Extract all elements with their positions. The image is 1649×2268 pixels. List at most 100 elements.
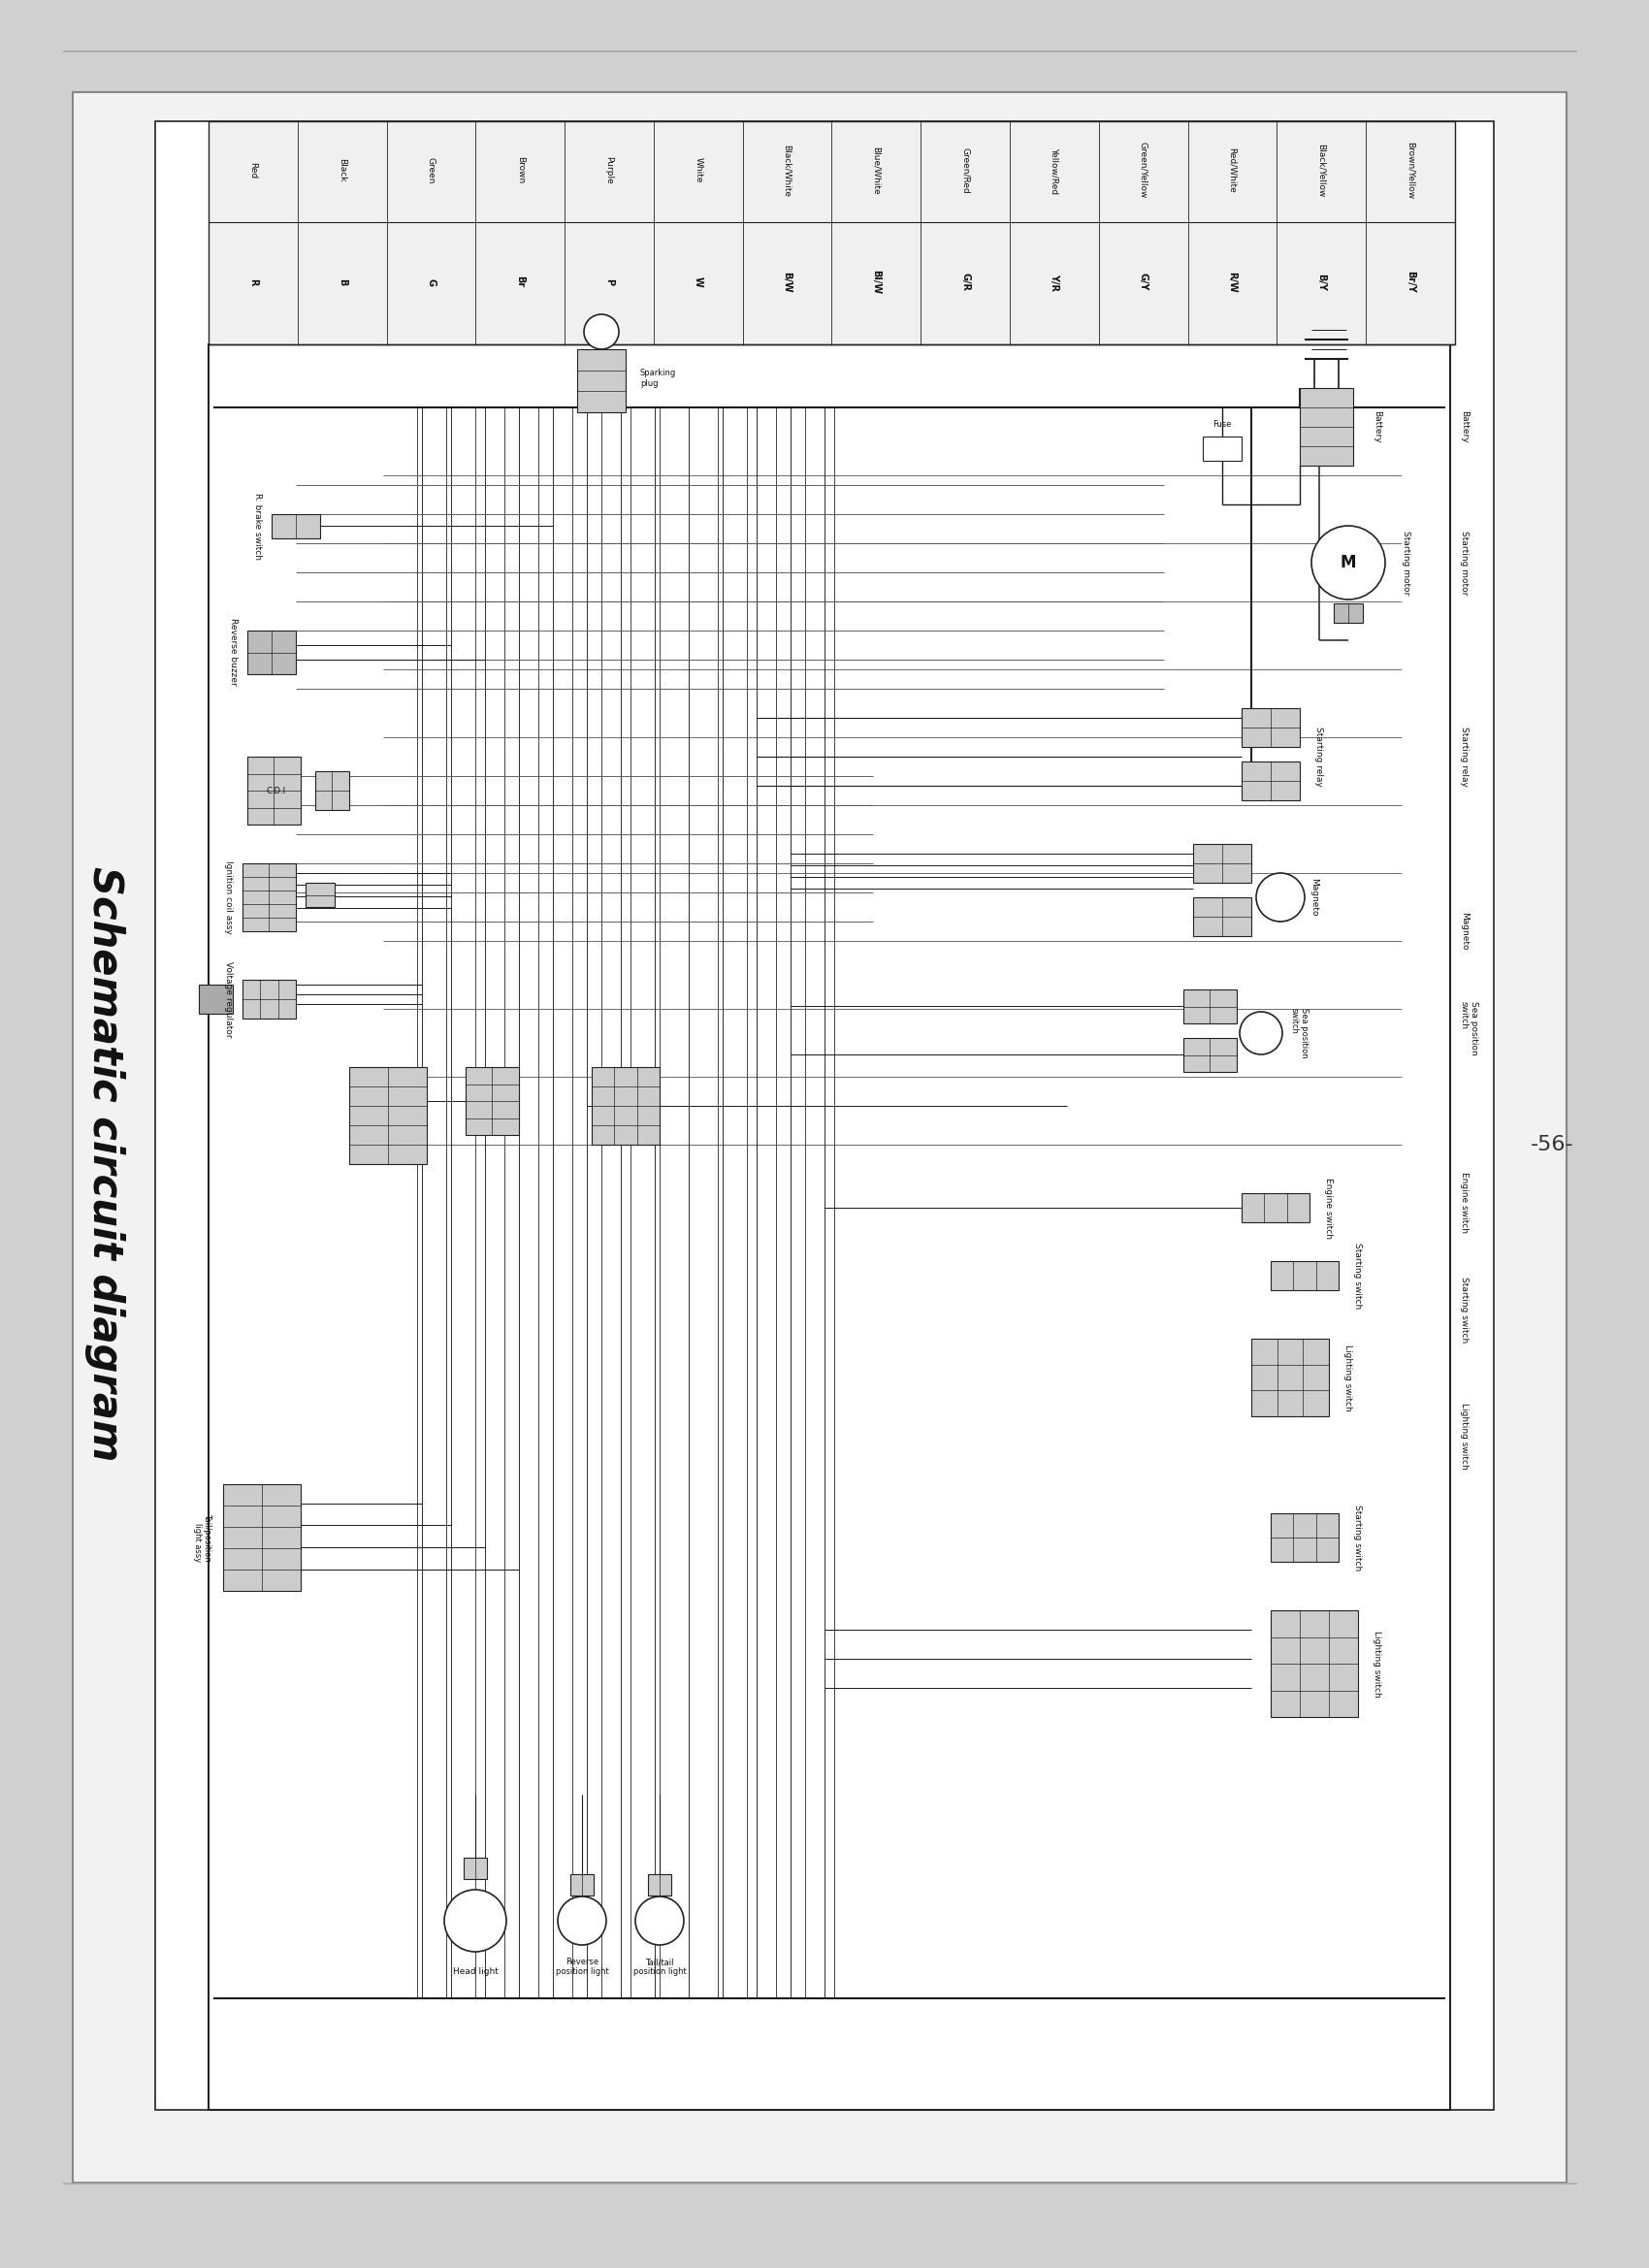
Text: Green/Yellow: Green/Yellow <box>1139 143 1148 200</box>
Bar <box>223 1483 300 1590</box>
Bar <box>1334 603 1362 624</box>
Text: Engine switch: Engine switch <box>1324 1177 1332 1238</box>
Text: Reverse buzzer: Reverse buzzer <box>229 619 237 685</box>
Text: P: P <box>604 279 613 286</box>
Text: Br/Y: Br/Y <box>1405 270 1415 293</box>
Bar <box>577 349 625 413</box>
Text: Magneto: Magneto <box>1309 878 1318 916</box>
Text: White: White <box>694 156 702 184</box>
Text: Brown/Yellow: Brown/Yellow <box>1407 141 1415 200</box>
Text: Reverse
position light: Reverse position light <box>556 1957 608 1975</box>
Text: G: G <box>427 279 435 286</box>
Bar <box>242 864 295 932</box>
Bar <box>1194 844 1252 882</box>
Bar <box>463 1857 486 1878</box>
Text: Tail/position
light assy: Tail/position light assy <box>193 1513 211 1563</box>
Circle shape <box>1311 526 1385 599</box>
Circle shape <box>557 1896 607 1946</box>
Text: Black/White: Black/White <box>783 145 792 197</box>
Text: G/Y: G/Y <box>1138 272 1148 290</box>
Text: Starting relay: Starting relay <box>1459 726 1469 787</box>
Bar <box>315 771 350 810</box>
Bar <box>1242 708 1299 746</box>
Text: Purple: Purple <box>605 156 613 184</box>
Bar <box>1184 1039 1237 1073</box>
Text: Green/Red: Green/Red <box>961 147 970 193</box>
Bar <box>155 120 1494 2109</box>
Bar <box>247 758 300 826</box>
Text: Starting motor: Starting motor <box>1402 531 1410 594</box>
Bar <box>200 984 233 1014</box>
Text: Green: Green <box>427 156 435 184</box>
Text: Battery: Battery <box>1372 411 1382 442</box>
Bar <box>1271 1261 1339 1290</box>
Text: Starting switch: Starting switch <box>1354 1504 1362 1572</box>
Bar <box>305 882 335 907</box>
Bar <box>272 515 320 538</box>
Text: Starting relay: Starting relay <box>1314 726 1322 787</box>
Circle shape <box>1240 1012 1283 1055</box>
Text: -56-: -56- <box>1530 1134 1573 1154</box>
Bar <box>1242 1193 1309 1222</box>
Text: Starting switch: Starting switch <box>1459 1277 1469 1343</box>
Bar <box>247 631 295 674</box>
Text: W: W <box>693 277 702 288</box>
Text: Brown: Brown <box>516 156 524 184</box>
Text: Y/R: Y/R <box>1049 272 1059 290</box>
Text: Red/White: Red/White <box>1229 147 1237 193</box>
Text: Black: Black <box>338 159 346 181</box>
Text: G/R: G/R <box>960 272 970 290</box>
Text: Blue/White: Blue/White <box>872 145 881 195</box>
Bar <box>350 1066 427 1163</box>
Text: R: R <box>249 279 257 286</box>
Bar <box>1252 1338 1329 1415</box>
Text: Magneto: Magneto <box>1459 912 1469 950</box>
Circle shape <box>584 315 618 349</box>
Text: Fuse: Fuse <box>1212 420 1232 429</box>
Bar <box>648 1873 671 1896</box>
Text: Engine switch: Engine switch <box>1459 1173 1469 1234</box>
Bar <box>1194 898 1252 937</box>
Text: R/W: R/W <box>1227 272 1237 293</box>
Bar <box>465 1066 519 1134</box>
Bar <box>571 1873 594 1896</box>
Text: Battery: Battery <box>1459 411 1469 442</box>
Text: B: B <box>338 279 346 286</box>
Bar <box>242 980 295 1018</box>
Bar <box>1271 1513 1339 1563</box>
Text: Yellow/Red: Yellow/Red <box>1050 147 1059 193</box>
Circle shape <box>1257 873 1304 921</box>
Text: Lighting switch: Lighting switch <box>1344 1345 1352 1411</box>
Text: B/Y: B/Y <box>1316 272 1326 290</box>
Text: R. brake switch: R. brake switch <box>254 492 262 560</box>
Bar <box>1202 435 1242 460</box>
Circle shape <box>444 1889 506 1953</box>
Text: Sea position
switch: Sea position switch <box>1290 1007 1309 1059</box>
Bar <box>208 345 1449 2109</box>
Text: Bl/W: Bl/W <box>871 270 881 295</box>
Text: M: M <box>1341 553 1355 572</box>
Text: Head light: Head light <box>452 1966 498 1975</box>
Text: Lighting switch: Lighting switch <box>1372 1631 1382 1696</box>
Text: Lighting switch: Lighting switch <box>1459 1402 1469 1470</box>
Bar <box>1299 388 1354 465</box>
Text: Starting motor: Starting motor <box>1459 531 1469 594</box>
Text: C.D.I: C.D.I <box>267 787 287 796</box>
Text: Red: Red <box>249 161 257 179</box>
Text: Schematic circuit diagram: Schematic circuit diagram <box>84 866 125 1461</box>
Bar <box>1184 989 1237 1023</box>
Circle shape <box>635 1896 684 1946</box>
Text: Voltage regulator: Voltage regulator <box>224 962 233 1036</box>
Bar <box>1242 762 1299 801</box>
Text: Black/Yellow: Black/Yellow <box>1318 143 1326 197</box>
Text: Sea position
switch: Sea position switch <box>1459 1000 1479 1055</box>
Text: Sparking
plug: Sparking plug <box>640 370 676 388</box>
Text: B/W: B/W <box>782 272 792 293</box>
Text: Starting switch: Starting switch <box>1354 1243 1362 1309</box>
Bar <box>1271 1610 1359 1717</box>
Text: Br: Br <box>514 277 524 288</box>
Text: Tail/tail
position light: Tail/tail position light <box>633 1957 686 1975</box>
Text: Ignition coil assy: Ignition coil assy <box>224 860 233 934</box>
Bar <box>592 1066 660 1145</box>
Bar <box>208 120 1454 345</box>
